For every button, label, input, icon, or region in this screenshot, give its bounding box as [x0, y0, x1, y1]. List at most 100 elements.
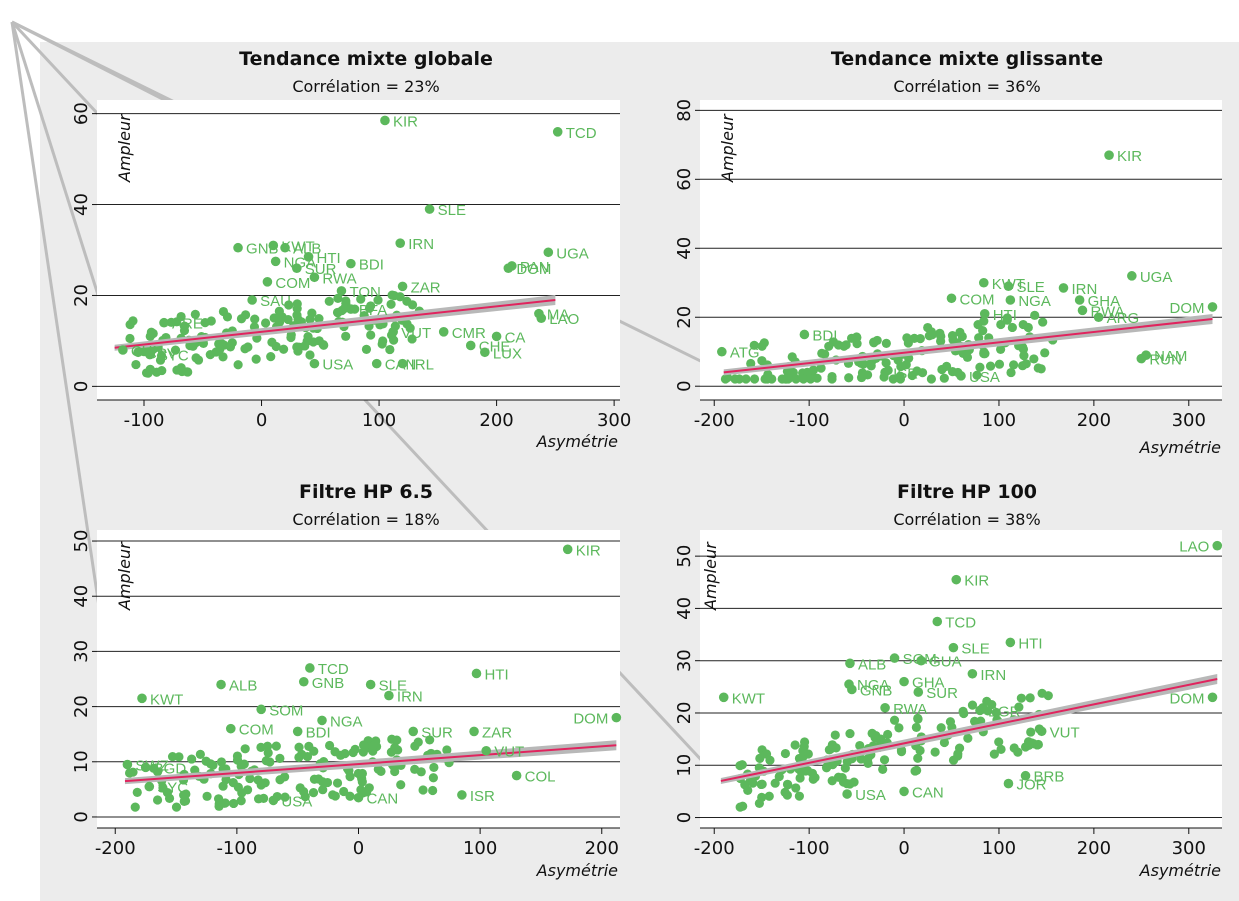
y-tick-label: 80: [674, 99, 695, 122]
scatter-point: [911, 722, 921, 733]
scatter-point: [371, 358, 382, 369]
scatter-point: [781, 374, 791, 384]
fit-line: [723, 317, 1213, 374]
point-label: TCD: [566, 125, 597, 142]
scatter-point: [125, 320, 135, 330]
scatter-point: [899, 676, 909, 687]
scatter-point: [759, 338, 769, 348]
scatter-point: [816, 363, 826, 373]
point-label: NGA: [284, 254, 317, 271]
scatter-point: [1037, 688, 1047, 698]
point-label: USA: [322, 357, 353, 374]
x-tick-label: 0: [353, 838, 364, 859]
scatter-point: [978, 325, 988, 336]
scatter-point: [1030, 310, 1040, 320]
scatter-point: [840, 763, 850, 773]
scatter-point: [218, 781, 228, 791]
scatter-point: [951, 574, 962, 585]
scatter-point: [562, 544, 573, 555]
point-label: KIR: [964, 573, 989, 590]
x-tick-label: -100: [124, 410, 165, 431]
scatter-point: [280, 242, 290, 253]
y-axis-label: Ampleur: [701, 541, 720, 611]
y-tick-label: 0: [674, 380, 695, 391]
scatter-point: [893, 355, 903, 365]
scatter-point: [428, 773, 438, 783]
x-tick-label: -200: [95, 838, 136, 859]
scatter-point: [190, 309, 200, 319]
point-label: NGA: [330, 713, 363, 730]
scatter-point: [979, 316, 989, 326]
scatter-point: [511, 770, 522, 781]
scatter-point: [798, 746, 808, 756]
scatter-point: [191, 353, 201, 363]
scatter-point: [465, 340, 476, 351]
scatter-point: [345, 791, 355, 801]
scatter-point: [284, 300, 294, 310]
point-label: SOM: [269, 702, 303, 719]
scatter-point: [1005, 637, 1016, 648]
point-label: IRN: [408, 236, 434, 253]
scatter-point: [991, 707, 1001, 718]
scatter-point: [979, 308, 990, 319]
scatter-point: [292, 310, 302, 320]
fit-line: [720, 678, 1218, 782]
plot-area: 020406080-200-1000100200300KIRUGADOMKWTS…: [674, 99, 1222, 431]
scatter-point: [972, 370, 982, 380]
scatter-point: [366, 301, 376, 311]
point-label: NGA: [1018, 293, 1051, 310]
x-tick-label: -200: [694, 838, 735, 859]
x-axis-label: Asymétrie: [1139, 438, 1221, 457]
scatter-point: [179, 796, 189, 806]
scatter-point: [395, 292, 405, 302]
point-label: IRN: [1072, 281, 1098, 298]
chart-title: Filtre HP 100: [897, 481, 1037, 503]
x-tick-label: 200: [585, 838, 619, 859]
scatter-point: [936, 331, 946, 341]
scatter-point: [849, 777, 859, 787]
scatter-point: [985, 361, 996, 371]
point-label: COM: [239, 722, 274, 739]
point-label: USA: [969, 369, 1000, 386]
scatter-point: [240, 744, 250, 754]
scatter-point: [1023, 322, 1033, 333]
scatter-point: [341, 331, 351, 341]
scatter-point: [256, 780, 266, 790]
scatter-point: [827, 776, 837, 786]
scatter-point: [794, 791, 804, 801]
scatter-point: [798, 766, 808, 776]
scatter-point: [181, 789, 191, 799]
x-tick-label: 200: [479, 410, 513, 431]
scatter-point: [330, 791, 340, 801]
scatter-point: [1104, 150, 1114, 160]
point-label: KIR: [576, 542, 601, 559]
scatter-point: [216, 679, 226, 690]
point-label: ZAR: [411, 279, 441, 296]
chart-subtitle: Corrélation = 18%: [292, 510, 439, 529]
scatter-point: [145, 364, 155, 374]
scatter-point: [996, 344, 1006, 354]
scatter-point: [1009, 360, 1019, 370]
scatter-point: [291, 263, 302, 273]
scatter-point: [471, 668, 482, 679]
scatter-point: [357, 777, 367, 787]
scatter-point: [996, 319, 1006, 330]
scatter-point: [424, 204, 435, 214]
x-tick-label: 0: [898, 410, 909, 431]
point-label: KWT: [732, 690, 765, 707]
scatter-point: [365, 679, 376, 690]
scatter-point: [346, 258, 356, 269]
scatter-point: [131, 359, 141, 370]
scatter-point: [247, 295, 257, 305]
scatter-point: [480, 347, 490, 358]
scatter-point: [202, 791, 212, 801]
x-tick-label: 200: [1077, 838, 1111, 859]
scatter-point: [946, 293, 957, 304]
scatter-point: [428, 785, 438, 796]
chart-subtitle: Corrélation = 36%: [893, 77, 1040, 96]
scatter-point: [335, 750, 346, 760]
scatter-point: [1207, 302, 1218, 312]
point-label: SYC: [158, 348, 189, 365]
scatter-point: [307, 308, 317, 318]
scatter-point: [764, 791, 774, 801]
